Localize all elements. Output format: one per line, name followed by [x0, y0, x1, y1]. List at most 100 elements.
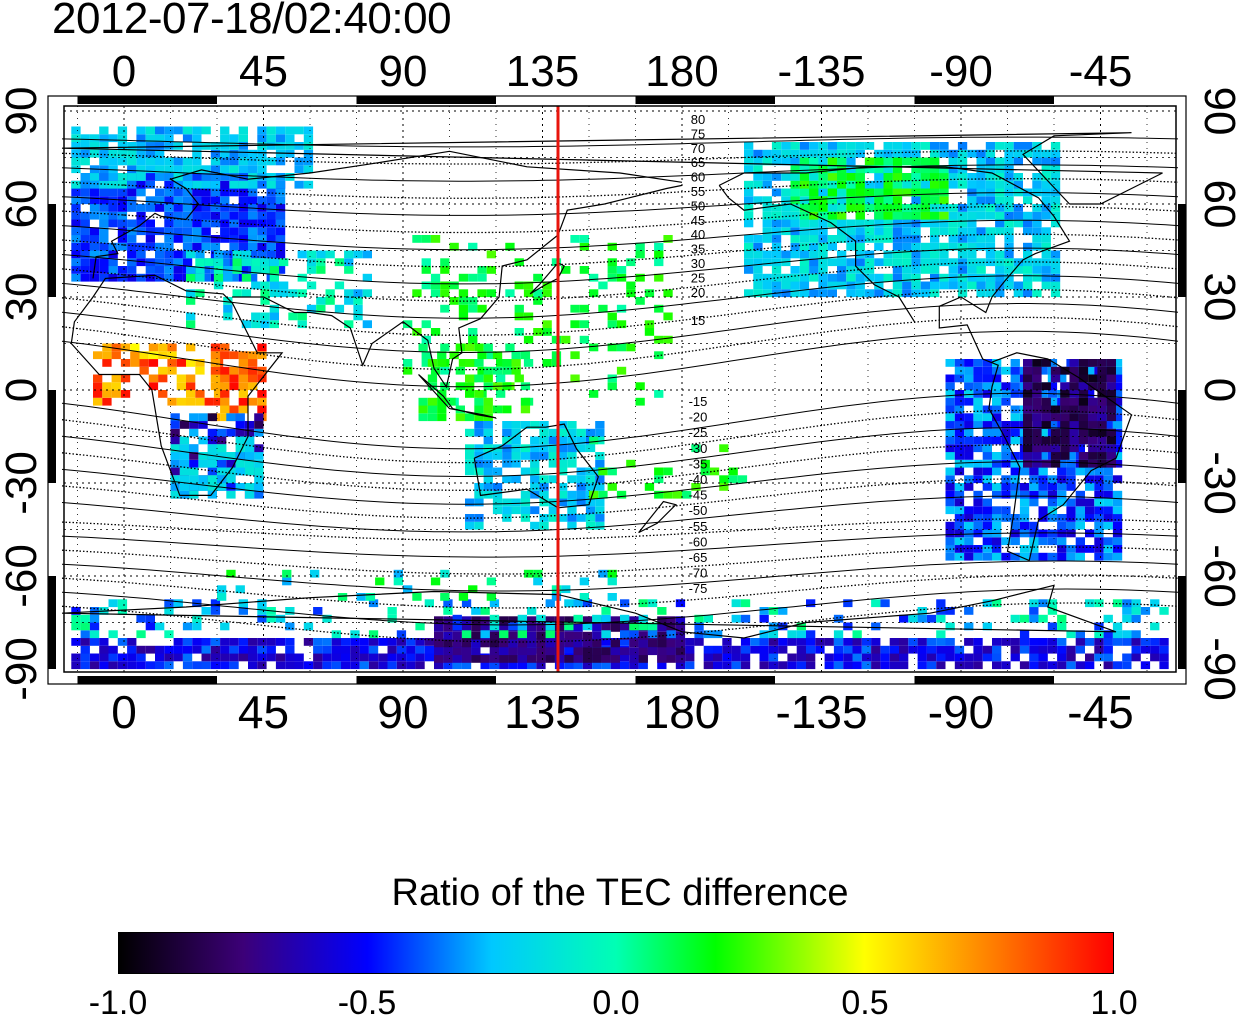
- tec-cell: [1066, 521, 1076, 530]
- tec-cell: [967, 227, 977, 236]
- tec-cell: [1032, 436, 1042, 445]
- tec-cell: [589, 289, 599, 298]
- tec-cell: [576, 444, 586, 453]
- tec-cell: [238, 366, 248, 375]
- tec-cell: [210, 173, 221, 181]
- tec-cell: [818, 211, 828, 220]
- tec-cell: [452, 614, 462, 623]
- tec-cell: [585, 514, 596, 522]
- tec-cell: [883, 188, 893, 197]
- tec-cell: [207, 483, 217, 491]
- tec-cell: [499, 647, 509, 656]
- tec-cell: [362, 250, 372, 259]
- tec-cell: [275, 142, 286, 150]
- tec-cell: [585, 506, 596, 515]
- tec-cell: [164, 219, 174, 228]
- tec-cell: [1001, 506, 1011, 515]
- tec-cell: [610, 639, 620, 648]
- tec-cell: [449, 297, 459, 305]
- tec-cell: [344, 266, 354, 274]
- tec-cell: [517, 647, 527, 656]
- tec-cell: [266, 235, 276, 243]
- tec-cell: [833, 614, 844, 623]
- tec-cell: [269, 304, 279, 313]
- tec-cell: [1019, 661, 1030, 670]
- tec-cell: [207, 413, 217, 422]
- tec-cell: [244, 483, 255, 491]
- tec-cell: [179, 421, 190, 429]
- tec-cell: [1094, 506, 1104, 515]
- tec-cell: [573, 655, 583, 663]
- tec-cell: [167, 359, 177, 367]
- tec-cell: [995, 219, 1005, 228]
- tec-cell: [89, 250, 100, 259]
- tec-cell: [294, 653, 304, 662]
- tec-cell: [985, 142, 996, 150]
- tec-cell: [833, 661, 844, 670]
- tec-cell: [666, 639, 676, 648]
- tec-cell: [1001, 452, 1011, 460]
- tec-cell: [846, 180, 856, 189]
- tec-cell: [434, 639, 444, 648]
- tec-cell: [387, 661, 397, 670]
- tec-cell: [930, 157, 940, 166]
- tec-cell: [762, 196, 772, 205]
- tec-cell: [1047, 359, 1058, 367]
- tec-cell: [1010, 645, 1020, 654]
- tec-cell: [111, 390, 121, 398]
- tec-cell: [474, 521, 484, 530]
- tec-cell: [753, 273, 763, 282]
- tec-cell: [957, 266, 968, 274]
- tec-cell: [1097, 428, 1107, 437]
- tec-cell: [182, 173, 193, 181]
- bottom-lon-tick: 135: [504, 686, 581, 738]
- tec-cell: [595, 521, 605, 530]
- tec-cell: [1103, 521, 1113, 530]
- tec-cell: [260, 281, 270, 290]
- tec-cell: [201, 219, 211, 228]
- tec-cell: [1047, 421, 1058, 429]
- tec-cell: [443, 607, 453, 615]
- tec-cell: [871, 638, 881, 646]
- right-lat-tick: -60: [1195, 544, 1240, 608]
- tec-cell: [936, 645, 946, 654]
- tec-cell: [1010, 428, 1020, 437]
- tec-cell: [1023, 428, 1033, 437]
- tec-cell: [520, 444, 531, 453]
- tec-cell: [957, 235, 968, 243]
- tec-cell: [508, 655, 518, 663]
- tec-cell: [502, 366, 512, 375]
- tec-cell: [561, 266, 571, 274]
- tec-cell: [455, 343, 465, 352]
- tec-cell: [713, 630, 723, 639]
- tec-cell: [846, 165, 856, 174]
- tec-cell: [1023, 444, 1033, 453]
- tec-cell: [195, 289, 205, 298]
- bottom-lon-tick: -45: [1067, 686, 1133, 738]
- tec-cell: [489, 599, 500, 608]
- tec-cell: [874, 219, 884, 228]
- tec-cell: [248, 242, 258, 251]
- tec-cell: [855, 227, 865, 236]
- tec-cell: [818, 173, 828, 181]
- tec-cell: [145, 661, 155, 670]
- tec-cell: [545, 630, 555, 639]
- tec-cell: [198, 421, 208, 429]
- tec-cell: [514, 304, 524, 313]
- tec-cell: [387, 607, 397, 615]
- coastline: [418, 374, 497, 419]
- tec-cell: [89, 661, 100, 670]
- tec-cell: [254, 490, 264, 499]
- tec-cell: [266, 134, 276, 143]
- tec-cell: [443, 639, 453, 648]
- tec-cell: [1050, 204, 1061, 212]
- tec-cell: [852, 645, 862, 654]
- tec-cell: [89, 188, 100, 197]
- tec-cell: [251, 266, 261, 274]
- tec-cell: [244, 444, 255, 453]
- tec-cell: [269, 281, 279, 290]
- tec-cell: [170, 413, 180, 422]
- tec-cell: [982, 653, 992, 662]
- tec-cell: [474, 490, 484, 499]
- tec-cell: [93, 382, 103, 391]
